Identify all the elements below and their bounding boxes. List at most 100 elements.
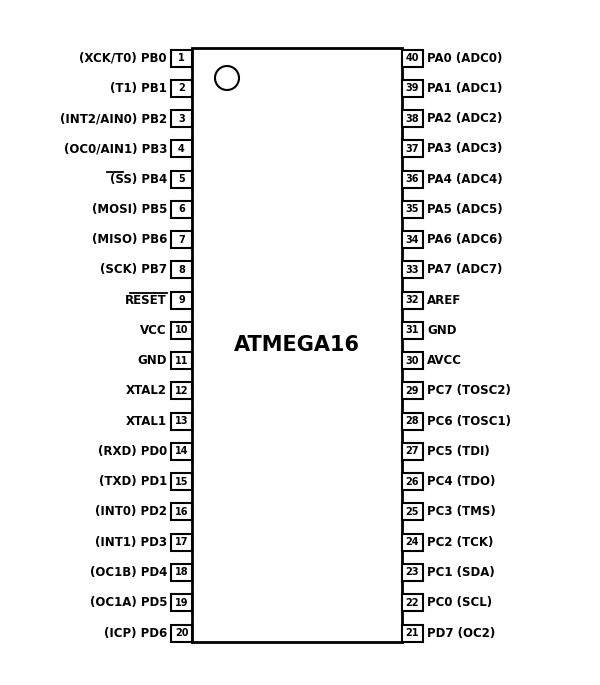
Text: 8: 8: [178, 265, 185, 275]
Text: (SCK) PB7: (SCK) PB7: [100, 263, 167, 276]
Text: (OC0/AIN1) PB3: (OC0/AIN1) PB3: [64, 142, 167, 155]
Text: 17: 17: [175, 537, 188, 547]
Bar: [171, 322, 192, 339]
Text: PC6 (TOSC1): PC6 (TOSC1): [427, 414, 511, 427]
Text: (SS) PB4: (SS) PB4: [110, 173, 167, 186]
Bar: [402, 473, 423, 490]
Text: (INT0) PD2: (INT0) PD2: [95, 506, 167, 519]
Bar: [171, 412, 192, 429]
Text: 34: 34: [406, 234, 419, 245]
Bar: [402, 625, 423, 641]
Text: 19: 19: [175, 598, 188, 608]
Text: 21: 21: [406, 628, 419, 638]
Text: (OC1A) PD5: (OC1A) PD5: [89, 596, 167, 609]
Text: PC4 (TDO): PC4 (TDO): [427, 475, 496, 488]
Text: (OC1B) PD4: (OC1B) PD4: [89, 566, 167, 579]
Bar: [171, 352, 192, 369]
Bar: [402, 231, 423, 248]
Text: 11: 11: [175, 356, 188, 366]
Text: (TXD) PD1: (TXD) PD1: [99, 475, 167, 488]
Text: (ICP) PD6: (ICP) PD6: [104, 627, 167, 640]
Bar: [402, 292, 423, 309]
Text: PD7 (OC2): PD7 (OC2): [427, 627, 495, 640]
Text: (INT1) PD3: (INT1) PD3: [95, 536, 167, 549]
Bar: [402, 412, 423, 429]
Text: 33: 33: [406, 265, 419, 275]
Bar: [402, 352, 423, 369]
Text: 5: 5: [178, 174, 185, 184]
Text: 36: 36: [406, 174, 419, 184]
Text: 3: 3: [178, 114, 185, 123]
Bar: [171, 79, 192, 97]
Bar: [171, 201, 192, 218]
Text: PA0 (ADC0): PA0 (ADC0): [427, 51, 502, 64]
Text: PC5 (TDI): PC5 (TDI): [427, 445, 490, 458]
Text: 24: 24: [406, 537, 419, 547]
Text: PA7 (ADC7): PA7 (ADC7): [427, 263, 502, 276]
Text: 15: 15: [175, 477, 188, 486]
Text: PC3 (TMS): PC3 (TMS): [427, 506, 496, 519]
Bar: [171, 382, 192, 399]
Text: 25: 25: [406, 507, 419, 517]
Text: (MOSI) PB5: (MOSI) PB5: [92, 203, 167, 216]
Text: 6: 6: [178, 204, 185, 214]
Text: 12: 12: [175, 386, 188, 396]
Text: PC1 (SDA): PC1 (SDA): [427, 566, 495, 579]
Bar: [171, 473, 192, 490]
Bar: [402, 110, 423, 127]
Text: 7: 7: [178, 234, 185, 245]
Text: 4: 4: [178, 144, 185, 154]
Bar: [402, 382, 423, 399]
Bar: [402, 201, 423, 218]
Text: 40: 40: [406, 53, 419, 63]
Text: 27: 27: [406, 447, 419, 456]
Text: 35: 35: [406, 204, 419, 214]
Bar: [171, 110, 192, 127]
Text: 20: 20: [175, 628, 188, 638]
Bar: [192, 48, 402, 642]
Bar: [402, 262, 423, 278]
Text: (XCK/T0) PB0: (XCK/T0) PB0: [79, 51, 167, 64]
Bar: [402, 49, 423, 66]
Text: PA5 (ADC5): PA5 (ADC5): [427, 203, 503, 216]
Bar: [171, 443, 192, 460]
Text: 31: 31: [406, 325, 419, 336]
Text: 26: 26: [406, 477, 419, 486]
Bar: [171, 262, 192, 278]
Text: GND: GND: [427, 324, 457, 337]
Bar: [171, 503, 192, 521]
Text: (T1) PB1: (T1) PB1: [110, 82, 167, 95]
Text: 39: 39: [406, 84, 419, 93]
Bar: [171, 171, 192, 188]
Text: 10: 10: [175, 325, 188, 336]
Text: GND: GND: [137, 354, 167, 367]
Bar: [171, 594, 192, 611]
Text: (RXD) PD0: (RXD) PD0: [98, 445, 167, 458]
Bar: [171, 564, 192, 581]
Text: 38: 38: [406, 114, 419, 123]
Bar: [171, 292, 192, 309]
Bar: [402, 140, 423, 158]
Text: 23: 23: [406, 567, 419, 577]
Text: 1: 1: [178, 53, 185, 63]
Text: 9: 9: [178, 295, 185, 305]
Bar: [402, 534, 423, 551]
Bar: [402, 594, 423, 611]
Text: (INT2/AIN0) PB2: (INT2/AIN0) PB2: [60, 112, 167, 125]
Text: ATMEGA16: ATMEGA16: [234, 335, 360, 355]
Bar: [402, 322, 423, 339]
Bar: [402, 443, 423, 460]
Text: PA4 (ADC4): PA4 (ADC4): [427, 173, 503, 186]
Text: AVCC: AVCC: [427, 354, 462, 367]
Bar: [171, 140, 192, 158]
Text: 28: 28: [406, 416, 419, 426]
Text: PA6 (ADC6): PA6 (ADC6): [427, 233, 503, 246]
Text: PA2 (ADC2): PA2 (ADC2): [427, 112, 502, 125]
Text: 2: 2: [178, 84, 185, 93]
Text: PA3 (ADC3): PA3 (ADC3): [427, 142, 502, 155]
Text: PC0 (SCL): PC0 (SCL): [427, 596, 492, 609]
Text: VCC: VCC: [140, 324, 167, 337]
Bar: [402, 171, 423, 188]
Text: PC2 (TCK): PC2 (TCK): [427, 536, 493, 549]
Circle shape: [215, 66, 239, 90]
